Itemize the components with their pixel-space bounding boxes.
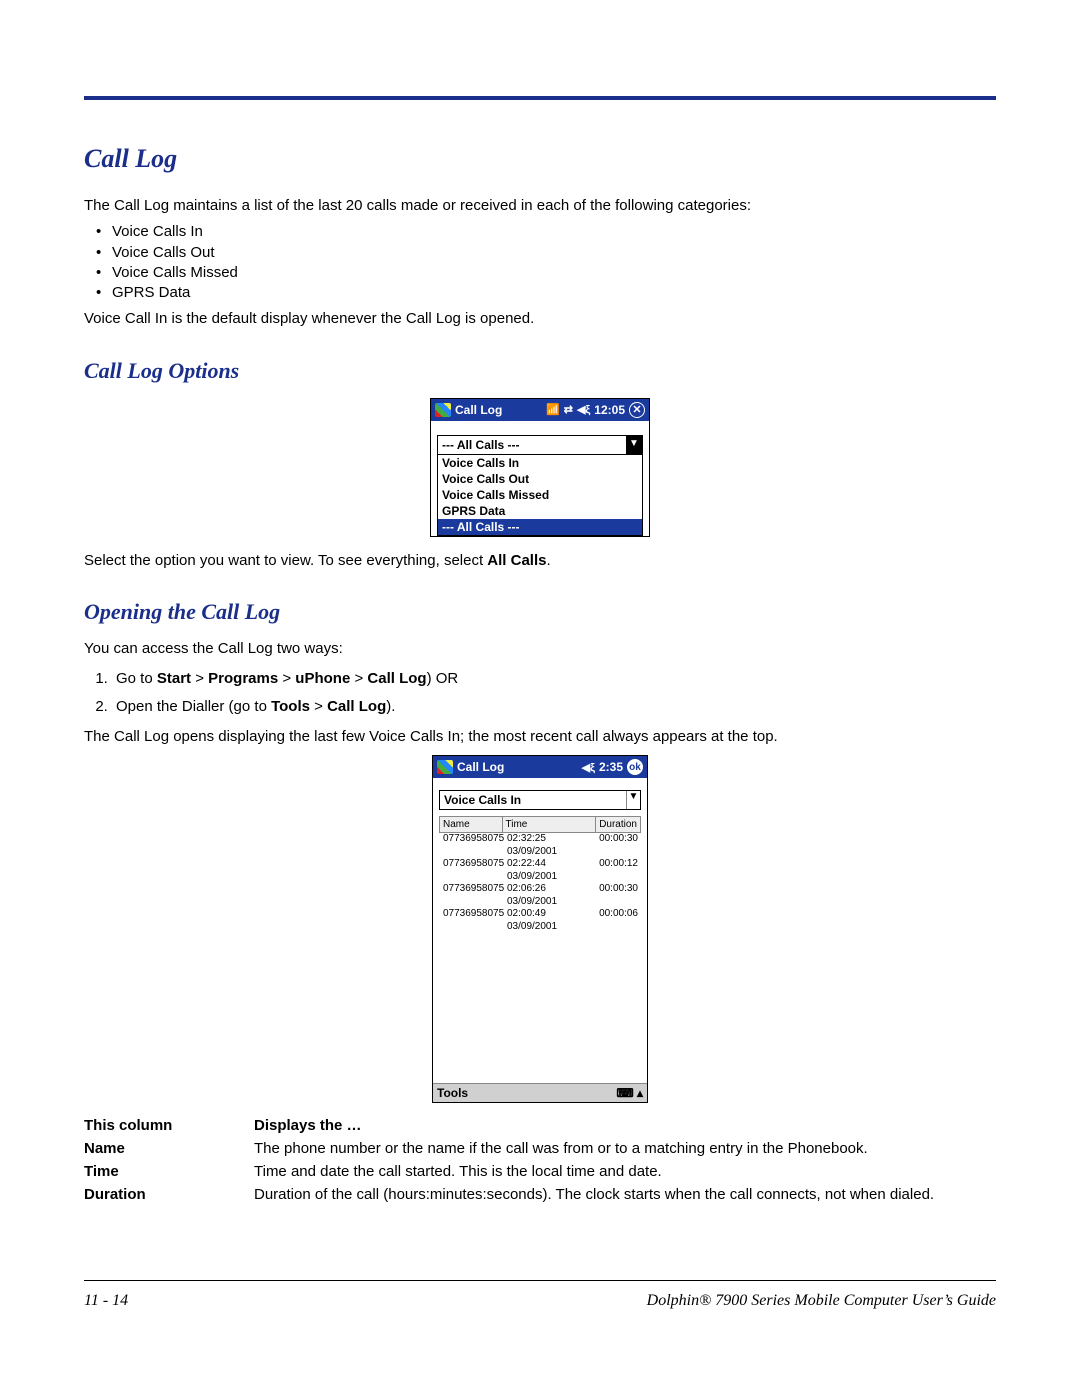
window-title: Call Log: [457, 760, 504, 774]
coltable-header: Displays the …: [254, 1117, 996, 1134]
open-result: The Call Log opens displaying the last f…: [84, 727, 996, 747]
clock-text: 2:35: [599, 760, 623, 774]
coltable-val: The phone number or the name if the call…: [254, 1140, 996, 1157]
dropdown-option[interactable]: Voice Calls In: [438, 455, 642, 471]
top-rule: [84, 96, 996, 100]
combo-selected: --- All Calls ---: [438, 436, 626, 454]
grid-body: 0773695807502:32:25 03/09/200100:00:30 0…: [439, 833, 641, 933]
titlebar: Call Log ◀ξ 2:35 ok: [433, 756, 647, 778]
combo-selected: Voice Calls In: [440, 791, 626, 809]
coltable-val: Time and date the call started. This is …: [254, 1163, 996, 1180]
dropdown-option[interactable]: Voice Calls Out: [438, 471, 642, 487]
options-note: Select the option you want to view. To s…: [84, 551, 996, 571]
filter-combo[interactable]: --- All Calls --- ▼: [437, 435, 643, 455]
footer-bar: Tools ⌨ ▴: [433, 1083, 647, 1102]
dropdown-option-selected[interactable]: --- All Calls ---: [438, 519, 642, 535]
ok-button[interactable]: ok: [627, 759, 643, 775]
filter-combo[interactable]: Voice Calls In ▼: [439, 790, 641, 810]
open-steps: Go to Start > Programs > uPhone > Call L…: [112, 667, 996, 719]
speaker-icon: ◀ξ: [577, 403, 590, 416]
col-time[interactable]: Time: [503, 817, 597, 832]
grid-header: Name Time Duration: [439, 816, 641, 833]
sync-icon: ⇄: [564, 403, 573, 416]
step-1: Go to Start > Programs > uPhone > Call L…: [112, 667, 996, 691]
step-2: Open the Dialler (go to Tools > Call Log…: [112, 695, 996, 719]
dropdown-option[interactable]: GPRS Data: [438, 503, 642, 519]
coltable-key: Name: [84, 1140, 254, 1157]
table-row[interactable]: 0773695807502:06:26 03/09/200100:00:30: [440, 883, 641, 908]
list-item: Voice Calls Missed: [96, 263, 996, 283]
start-icon: [437, 760, 453, 774]
coltable-header: This column: [84, 1117, 254, 1134]
list-item: GPRS Data: [96, 283, 996, 303]
dropdown-option[interactable]: Voice Calls Missed: [438, 487, 642, 503]
signal-icon: 📶: [546, 403, 560, 416]
filter-dropdown: Voice Calls In Voice Calls Out Voice Cal…: [437, 455, 643, 536]
table-row[interactable]: 0773695807502:32:25 03/09/200100:00:30: [440, 833, 641, 858]
titlebar: Call Log 📶 ⇄ ◀ξ 12:05 ✕: [431, 399, 649, 421]
chevron-down-icon[interactable]: ▼: [626, 436, 642, 454]
chevron-down-icon[interactable]: ▼: [626, 791, 640, 809]
clock-text: 12:05: [594, 403, 625, 417]
close-icon[interactable]: ✕: [629, 402, 645, 418]
col-duration[interactable]: Duration: [596, 817, 640, 832]
page-number: 11 - 14: [84, 1292, 128, 1310]
start-icon: [435, 403, 451, 417]
table-row[interactable]: 0773695807502:22:44 03/09/200100:00:12: [440, 858, 641, 883]
open-intro: You can access the Call Log two ways:: [84, 639, 996, 659]
intro-text: The Call Log maintains a list of the las…: [84, 196, 996, 216]
list-item: Voice Calls In: [96, 222, 996, 242]
heading-options: Call Log Options: [84, 358, 996, 384]
footer-rule: [84, 1280, 996, 1281]
heading-call-log: Call Log: [84, 144, 996, 174]
col-name[interactable]: Name: [440, 817, 503, 832]
tools-menu[interactable]: Tools: [437, 1086, 468, 1100]
default-note: Voice Call In is the default display whe…: [84, 309, 996, 329]
category-list: Voice Calls In Voice Calls Out Voice Cal…: [96, 222, 996, 303]
screenshot-options: Call Log 📶 ⇄ ◀ξ 12:05 ✕ --- All Calls --…: [430, 398, 650, 537]
window-title: Call Log: [455, 403, 502, 417]
coltable-key: Time: [84, 1163, 254, 1180]
column-description-table: This column Displays the … Name The phon…: [84, 1117, 996, 1203]
list-item: Voice Calls Out: [96, 243, 996, 263]
coltable-val: Duration of the call (hours:minutes:seco…: [254, 1186, 996, 1203]
keyboard-icon[interactable]: ⌨ ▴: [616, 1086, 643, 1100]
table-row[interactable]: 0773695807502:00:49 03/09/200100:00:06: [440, 908, 641, 933]
coltable-key: Duration: [84, 1186, 254, 1203]
speaker-icon: ◀ξ: [582, 761, 595, 774]
heading-opening: Opening the Call Log: [84, 599, 996, 625]
screenshot-call-list: Call Log ◀ξ 2:35 ok Voice Calls In ▼ Nam…: [432, 755, 648, 1103]
doc-title: Dolphin® 7900 Series Mobile Computer Use…: [647, 1292, 996, 1310]
